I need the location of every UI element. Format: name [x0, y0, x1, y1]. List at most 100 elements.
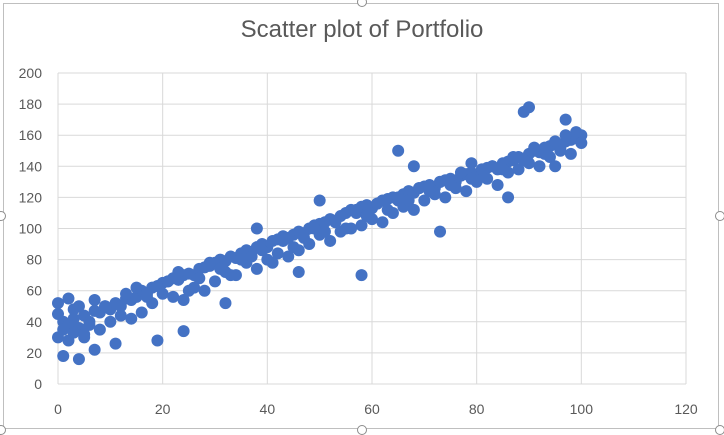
data-point — [439, 191, 452, 204]
x-tick-label: 100 — [570, 401, 594, 417]
data-point — [235, 253, 248, 266]
data-point — [444, 178, 457, 191]
data-point — [491, 178, 504, 191]
data-point — [517, 154, 530, 167]
chart-title: Scatter plot of Portfolio — [240, 16, 484, 43]
data-point — [460, 185, 473, 198]
data-point — [52, 297, 64, 310]
data-point — [277, 234, 290, 247]
data-point — [167, 290, 180, 303]
data-point — [481, 172, 494, 185]
data-point — [454, 166, 467, 179]
data-point — [465, 172, 478, 185]
x-tick-label: 120 — [674, 401, 698, 417]
y-tick-label: 200 — [19, 65, 43, 81]
y-tick-label: 0 — [34, 376, 42, 392]
data-point — [266, 256, 279, 269]
data-point — [88, 343, 101, 356]
data-point — [486, 160, 499, 173]
data-point — [523, 101, 535, 114]
data-point — [177, 294, 190, 307]
data-point — [575, 136, 588, 149]
data-point — [475, 163, 488, 176]
data-point — [407, 160, 420, 173]
data-point — [57, 350, 70, 363]
data-point — [271, 247, 284, 260]
data-point — [297, 231, 310, 244]
x-tick-label: 40 — [260, 401, 276, 417]
y-tick-label: 100 — [19, 221, 43, 237]
data-point — [350, 203, 363, 216]
data-point — [559, 129, 572, 142]
data-point — [329, 216, 342, 229]
data-point — [528, 141, 541, 154]
data-point — [313, 194, 326, 207]
data-point — [564, 147, 577, 160]
data-point — [559, 113, 572, 126]
resize-handle-left[interactable] — [0, 211, 6, 221]
data-point — [376, 216, 389, 229]
data-point — [161, 275, 174, 288]
resize-handle-right[interactable] — [715, 211, 724, 221]
data-point — [381, 203, 394, 216]
data-point — [549, 135, 562, 148]
data-point — [104, 315, 117, 328]
y-tick-label: 20 — [26, 345, 42, 361]
data-point — [407, 203, 420, 216]
data-point — [512, 163, 525, 176]
data-point — [125, 312, 138, 325]
data-point — [78, 328, 91, 341]
data-point — [308, 222, 321, 235]
data-point — [214, 262, 227, 275]
data-point — [287, 241, 300, 254]
data-point — [245, 250, 258, 263]
data-point — [318, 225, 331, 238]
data-point — [224, 269, 237, 282]
data-point — [507, 150, 520, 163]
data-point — [209, 275, 221, 288]
data-point — [57, 323, 70, 336]
data-point — [198, 284, 211, 297]
data-point — [554, 144, 567, 157]
data-point — [193, 272, 206, 285]
data-point — [413, 182, 426, 195]
data-point — [282, 250, 295, 263]
data-point — [72, 353, 85, 366]
y-tick-label: 40 — [26, 314, 42, 330]
data-point — [120, 287, 133, 300]
data-point — [88, 294, 101, 307]
data-point — [570, 126, 583, 139]
data-point — [402, 194, 415, 207]
data-point — [292, 266, 305, 279]
data-point — [533, 160, 546, 173]
data-point — [496, 163, 509, 176]
x-tick-label: 80 — [469, 401, 485, 417]
data-point — [392, 191, 405, 204]
y-tick-label: 60 — [26, 283, 42, 299]
x-tick-label: 60 — [364, 401, 380, 417]
data-point — [140, 290, 153, 303]
y-tick-label: 160 — [19, 127, 43, 143]
data-point — [172, 266, 185, 279]
y-tick-label: 140 — [19, 158, 43, 174]
data-point — [360, 210, 373, 223]
data-point — [177, 325, 190, 338]
data-point — [83, 318, 96, 331]
data-point — [67, 312, 80, 325]
data-point — [392, 144, 405, 157]
resize-handle-top[interactable] — [357, 0, 367, 7]
data-point — [109, 337, 122, 350]
data-point — [355, 219, 368, 232]
data-point — [371, 197, 384, 210]
data-point — [182, 284, 195, 297]
data-point — [538, 147, 551, 160]
data-point — [67, 303, 80, 316]
data-point — [219, 297, 232, 310]
data-point — [339, 222, 352, 235]
y-tick-label: 180 — [19, 96, 43, 112]
data-point — [203, 256, 216, 269]
data-point — [434, 175, 447, 188]
data-point — [62, 292, 75, 305]
data-point — [130, 281, 143, 294]
